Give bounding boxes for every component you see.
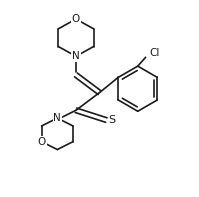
Text: N: N [72,51,80,61]
Text: Cl: Cl [149,48,160,58]
Text: N: N [54,113,61,123]
Text: O: O [72,14,80,24]
Text: S: S [109,115,116,125]
Text: O: O [37,137,46,147]
